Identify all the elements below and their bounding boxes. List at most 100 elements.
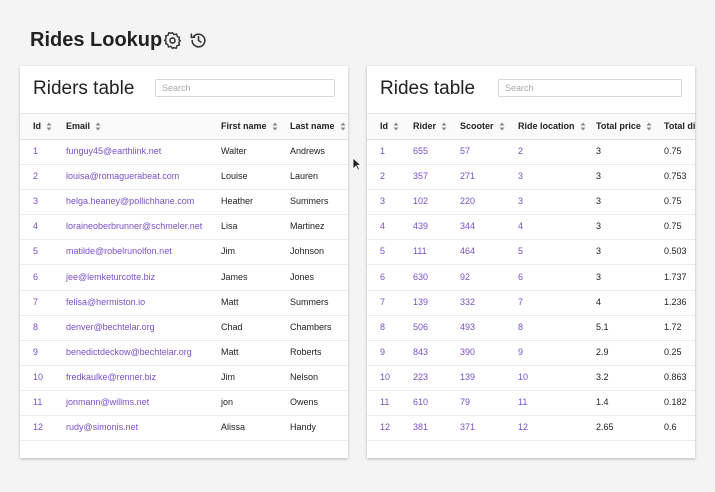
cell-link[interactable]: jee@lemketurcotte.biz [66, 271, 156, 282]
cell-link[interactable]: 493 [460, 321, 476, 332]
sort-icon[interactable] [499, 122, 505, 131]
cell-link[interactable]: 464 [460, 246, 476, 257]
cell-link[interactable]: louisa@romaguerabeat.com [66, 171, 180, 182]
column-header[interactable]: Last name [290, 114, 346, 139]
cell-link[interactable]: 371 [460, 422, 476, 433]
cell-link[interactable]: 8 [33, 321, 39, 332]
cell-link[interactable]: 11 [380, 397, 390, 407]
cell-link[interactable]: 111 [413, 246, 427, 257]
cell-link[interactable]: felisa@hermiston.io [66, 296, 146, 307]
cell-link[interactable]: 357 [413, 171, 429, 182]
table-row: 10 fredkaulke@renner.biz Jim Nelson [20, 365, 348, 391]
cell-link[interactable]: 344 [460, 221, 476, 232]
cell-link[interactable]: 10 [380, 371, 391, 382]
cell-link[interactable]: 220 [460, 196, 476, 207]
cell-link[interactable]: 2 [380, 171, 386, 182]
cell-link[interactable]: 9 [33, 346, 39, 357]
cell-link[interactable]: funguy45@earthlink.net [66, 146, 162, 156]
cell-link[interactable]: 1 [380, 146, 386, 156]
cell-link[interactable]: 506 [413, 321, 429, 332]
cell-link[interactable]: 610 [413, 397, 429, 407]
column-header[interactable]: Ride location [518, 114, 586, 139]
cell-link[interactable]: 8 [518, 321, 524, 332]
cell-link[interactable]: 5 [33, 246, 39, 257]
cell-link[interactable]: benedictdeckow@bechtelar.org [66, 346, 192, 357]
cell-link[interactable]: 9 [380, 346, 386, 357]
cell-link[interactable]: 102 [413, 196, 429, 207]
column-header[interactable]: Total price [596, 114, 652, 139]
settings-icon[interactable] [163, 31, 182, 50]
cell-link[interactable]: fredkaulke@renner.biz [66, 371, 157, 382]
cell-link[interactable]: 1 [33, 146, 39, 156]
cell: 3.2 [596, 371, 609, 382]
cell-link[interactable]: 7 [33, 296, 39, 307]
sort-icon[interactable] [393, 122, 399, 131]
cell-link[interactable]: 7 [380, 296, 386, 307]
cell-link[interactable]: 139 [460, 371, 476, 382]
cell-link[interactable]: 12 [380, 422, 391, 433]
cell-link[interactable]: 4 [518, 221, 524, 232]
cell-link[interactable]: rudy@simonis.net [66, 422, 139, 433]
cell: Lauren [290, 171, 319, 182]
cell-link[interactable]: 57 [460, 146, 471, 156]
sort-icon[interactable] [46, 122, 52, 131]
cell-link[interactable]: 10 [33, 371, 44, 382]
cell-link[interactable]: 4 [380, 221, 386, 232]
cell-link[interactable]: denver@bechtelar.org [66, 321, 155, 332]
cell: 1.72 [664, 321, 682, 332]
cell-link[interactable]: 12 [518, 422, 529, 433]
cell-link[interactable]: helga.heaney@pollichhane.com [66, 196, 195, 207]
cell-link[interactable]: 139 [413, 296, 429, 307]
cell-link[interactable]: 3 [518, 196, 524, 207]
history-icon[interactable] [189, 31, 208, 50]
cell-link[interactable]: 439 [413, 221, 429, 232]
cell-link[interactable]: matilde@robelrunolfon.net [66, 246, 172, 257]
cell-link[interactable]: 3 [33, 196, 39, 207]
cell-link[interactable]: 3 [518, 171, 524, 182]
sort-icon[interactable] [340, 122, 346, 131]
column-header[interactable]: Total distance [664, 114, 695, 139]
search-input[interactable]: Search [155, 79, 335, 97]
column-header[interactable]: First name [221, 114, 278, 139]
cell-link[interactable]: 8 [380, 321, 386, 332]
cell-link[interactable]: 5 [518, 246, 524, 257]
cell-link[interactable]: 4 [33, 221, 39, 232]
cell-link[interactable]: 630 [413, 271, 429, 282]
cell-link[interactable]: 843 [413, 346, 429, 357]
cell-link[interactable]: 381 [413, 422, 429, 433]
column-header[interactable]: Rider [413, 114, 447, 139]
cell-link[interactable]: 6 [380, 271, 386, 282]
column-header[interactable]: Id [380, 114, 399, 139]
column-header[interactable]: Scooter [460, 114, 505, 139]
cell-link[interactable]: 11 [518, 397, 528, 407]
column-header[interactable]: Id [33, 114, 52, 139]
cell-link[interactable]: 2 [33, 171, 39, 182]
cell-link[interactable]: 79 [460, 397, 471, 407]
column-header[interactable]: Email [66, 114, 101, 139]
cell-link[interactable]: 12 [33, 422, 44, 433]
cell-link[interactable]: 390 [460, 346, 476, 357]
cell-link[interactable]: 92 [460, 271, 471, 282]
cell-link[interactable]: 332 [460, 296, 476, 307]
cell-link[interactable]: 9 [518, 346, 524, 357]
cell-link[interactable]: jonmann@willms.net [66, 397, 150, 407]
cell-link[interactable]: 6 [518, 271, 524, 282]
cell-link[interactable]: 223 [413, 371, 429, 382]
cell-link[interactable]: 11 [33, 397, 43, 407]
cell-link[interactable]: 6 [33, 271, 39, 282]
cell-link[interactable]: 10 [518, 371, 529, 382]
search-input[interactable]: Search [498, 79, 682, 97]
sort-icon[interactable] [646, 122, 652, 131]
cell-link[interactable]: 271 [460, 171, 476, 182]
cell-link[interactable]: 655 [413, 146, 429, 156]
cell: 1.236 [664, 296, 687, 307]
cell-link[interactable]: 3 [380, 196, 386, 207]
sort-icon[interactable] [272, 122, 278, 131]
sort-icon[interactable] [95, 122, 101, 131]
cell-link[interactable]: loraineoberbrunner@schmeler.net [66, 221, 203, 232]
cell-link[interactable]: 2 [518, 146, 524, 156]
sort-icon[interactable] [580, 122, 586, 131]
cell-link[interactable]: 5 [380, 246, 386, 257]
sort-icon[interactable] [441, 122, 447, 131]
cell-link[interactable]: 7 [518, 296, 524, 307]
